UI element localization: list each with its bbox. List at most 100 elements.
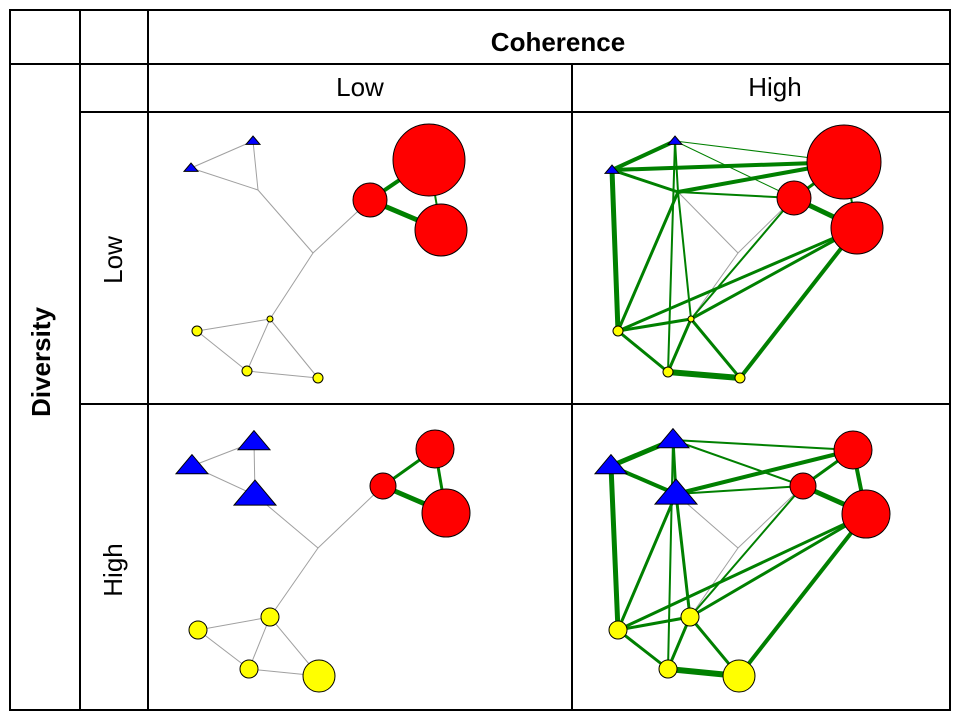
within-edge	[616, 615, 692, 632]
tree-edge	[190, 140, 254, 169]
blue-node	[653, 478, 699, 505]
within-edge	[672, 439, 804, 487]
tree-edge	[252, 140, 259, 191]
row-group-header: Diversity	[26, 307, 56, 417]
blue-node	[244, 135, 262, 145]
within-edge	[666, 317, 693, 374]
within-edge	[738, 226, 859, 380]
within-edge	[616, 329, 670, 374]
red-node	[414, 203, 468, 257]
within-edge	[675, 485, 804, 495]
yellow-node	[312, 372, 324, 384]
tree-edge	[196, 330, 248, 372]
red-node	[352, 182, 388, 218]
row-header-low: Low	[98, 236, 128, 284]
within-edge	[665, 369, 743, 381]
blue-node	[593, 453, 629, 475]
blue-node	[603, 164, 621, 174]
tree-edge	[196, 318, 271, 332]
tree-edge	[690, 252, 739, 320]
blue-node	[655, 427, 691, 449]
red-node	[369, 472, 397, 500]
red-node	[789, 472, 817, 500]
within-edge	[674, 140, 795, 199]
within-edge	[616, 226, 859, 333]
tree-edge	[269, 547, 319, 618]
within-edge	[616, 628, 670, 671]
blue-node	[182, 162, 200, 172]
yellow-node	[302, 659, 336, 693]
yellow-node	[680, 607, 700, 627]
red-node	[421, 488, 471, 538]
yellow-node	[608, 620, 628, 640]
yellow-node	[722, 659, 756, 693]
yellow-node	[260, 607, 280, 627]
blue-node	[174, 453, 210, 475]
tree-edge	[737, 485, 804, 549]
table-grid	[9, 9, 951, 711]
within-edge	[616, 190, 680, 333]
yellow-node	[734, 372, 746, 384]
tree-edge	[677, 191, 739, 254]
panel-high-diversity-high-coherence	[593, 427, 891, 693]
yellow-node	[612, 325, 624, 337]
red-node	[415, 429, 455, 469]
tree-edge	[317, 485, 384, 549]
within-edge	[610, 168, 680, 194]
yellow-node	[658, 659, 678, 679]
within-edge	[737, 512, 868, 678]
tree-edge	[269, 318, 319, 379]
tree-edge	[257, 189, 314, 254]
tree-edge	[197, 616, 271, 631]
yellow-node	[239, 659, 259, 679]
tree-edge	[197, 629, 250, 670]
tree-edge	[689, 547, 739, 618]
panel-high-diversity-low-coherence	[174, 429, 471, 693]
yellow-node	[266, 315, 274, 323]
within-edge	[672, 439, 854, 451]
within-edge	[667, 439, 674, 670]
within-edge	[689, 485, 804, 618]
panel-low-diversity-high-coherence	[603, 124, 884, 384]
yellow-node	[188, 620, 208, 640]
within-edge	[689, 317, 742, 380]
within-edge	[610, 160, 846, 172]
red-node	[841, 489, 891, 539]
tree-edge	[246, 370, 319, 379]
within-edge	[674, 448, 855, 496]
yellow-node	[687, 315, 695, 323]
tree-edge	[246, 318, 271, 372]
within-edge	[616, 512, 868, 632]
column-header-high: High	[748, 72, 801, 102]
red-node	[806, 124, 882, 200]
blue-node	[236, 429, 272, 451]
within-edge	[688, 512, 868, 619]
red-node	[830, 201, 884, 255]
tree-edge	[269, 252, 314, 320]
within-edge	[610, 139, 677, 172]
within-edge	[667, 140, 676, 373]
within-edge	[608, 463, 621, 633]
within-edge	[616, 492, 678, 632]
yellow-node	[662, 366, 674, 378]
within-edge	[616, 317, 693, 333]
tree-edge	[190, 167, 259, 191]
within-edge	[689, 226, 859, 321]
column-header-low: Low	[336, 72, 384, 102]
within-edge	[677, 191, 795, 199]
yellow-node	[191, 325, 203, 337]
panel-low-diversity-low-coherence	[182, 123, 468, 384]
column-group-header: Coherence	[491, 27, 625, 57]
yellow-node	[241, 365, 253, 377]
within-edge	[609, 167, 621, 334]
row-header-high: High	[98, 543, 128, 596]
red-node	[776, 180, 812, 216]
blue-node	[232, 479, 278, 506]
within-edge	[690, 197, 795, 320]
within-edge	[677, 191, 692, 320]
blue-node	[666, 135, 684, 145]
red-node	[833, 430, 873, 470]
red-node	[392, 123, 466, 197]
